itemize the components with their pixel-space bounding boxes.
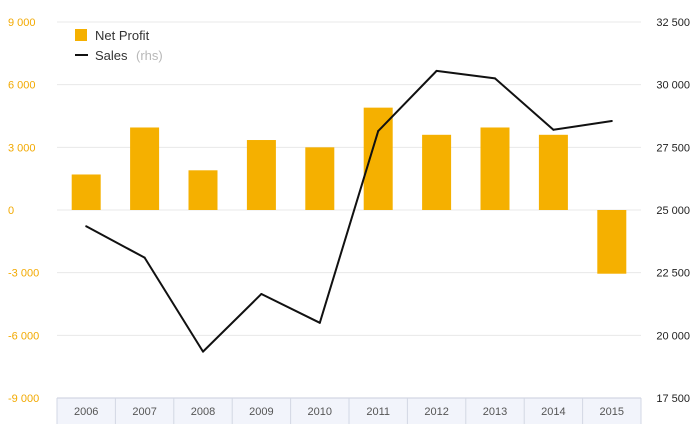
bar-net-profit-2010 xyxy=(305,147,335,210)
sales-point-2009 xyxy=(260,292,263,295)
x-tick-label: 2010 xyxy=(308,406,332,418)
left-tick-label: 3 000 xyxy=(8,142,36,154)
x-tick-label: 2007 xyxy=(132,406,156,418)
bar-net-profit-2006 xyxy=(71,174,101,210)
right-tick-label: 22 500 xyxy=(656,268,690,280)
bar-net-profit-2009 xyxy=(246,140,276,210)
x-tick-label: 2014 xyxy=(541,406,565,418)
bar-net-profit-2012 xyxy=(422,134,452,210)
left-tick-label: 6 000 xyxy=(8,80,36,92)
sales-point-2008 xyxy=(202,350,204,353)
bar-net-profit-2013 xyxy=(480,127,510,210)
right-tick-label: 20 000 xyxy=(656,330,690,342)
sales-point-2012 xyxy=(435,69,438,72)
sales-point-2015 xyxy=(610,120,613,123)
bar-net-profit-2015 xyxy=(597,210,627,274)
sales-point-2014 xyxy=(552,128,555,131)
bar-net-profit-2011 xyxy=(363,107,393,210)
x-tick-label: 2008 xyxy=(191,406,215,418)
x-axis: 2006 2007 2008 2009 2010 2011 2012 2013 2014 2015 xyxy=(56,397,642,424)
x-tick-label: 2013 xyxy=(483,406,507,418)
x-tick-label: 2015 xyxy=(600,406,624,418)
sales-line-series xyxy=(85,69,613,353)
legend-label-sales-name: Sales xyxy=(95,48,128,63)
right-tick-label: 30 000 xyxy=(656,80,690,92)
bar-net-profit-2007 xyxy=(130,127,160,210)
left-axis-ticks: -9 000 -6 000 -3 000 0 3 000 6 000 9 000 xyxy=(8,17,39,405)
left-tick-label: 0 xyxy=(8,205,14,217)
legend-label-sales: Sales (rhs) xyxy=(95,47,163,64)
right-tick-label: 17 500 xyxy=(656,393,690,405)
sales-point-2011 xyxy=(377,130,380,133)
sales-point-2010 xyxy=(318,321,321,324)
x-tick-label: 2009 xyxy=(249,406,273,418)
legend-label-sales-suffix: (rhs) xyxy=(136,48,163,63)
bar-net-profit-2008 xyxy=(188,170,218,210)
right-tick-label: 25 000 xyxy=(656,205,690,217)
legend-swatch-net-profit xyxy=(75,29,87,41)
net-profit-bars xyxy=(71,107,627,274)
right-tick-label: 27 500 xyxy=(656,142,690,154)
bar-net-profit-2014 xyxy=(538,134,568,210)
right-axis-ticks: 17 500 20 000 22 500 25 000 27 500 30 000 32 5… xyxy=(656,17,690,405)
left-tick-label: -6 000 xyxy=(8,330,39,342)
x-tick-label: 2006 xyxy=(74,406,98,418)
left-tick-label: -9 000 xyxy=(8,393,39,405)
sales-line xyxy=(85,69,612,353)
left-tick-label: -3 000 xyxy=(8,268,39,280)
legend: Net Profit Sales (rhs) xyxy=(75,28,163,64)
sales-point-2013 xyxy=(494,77,496,80)
right-tick-label: 32 500 xyxy=(656,17,690,29)
sales-point-2006 xyxy=(85,225,88,228)
x-tick-label: 2012 xyxy=(424,406,448,418)
left-tick-label: 9 000 xyxy=(8,17,36,29)
legend-label-net-profit: Net Profit xyxy=(95,28,150,43)
x-tick-label: 2011 xyxy=(366,406,390,418)
sales-point-2007 xyxy=(143,256,146,259)
